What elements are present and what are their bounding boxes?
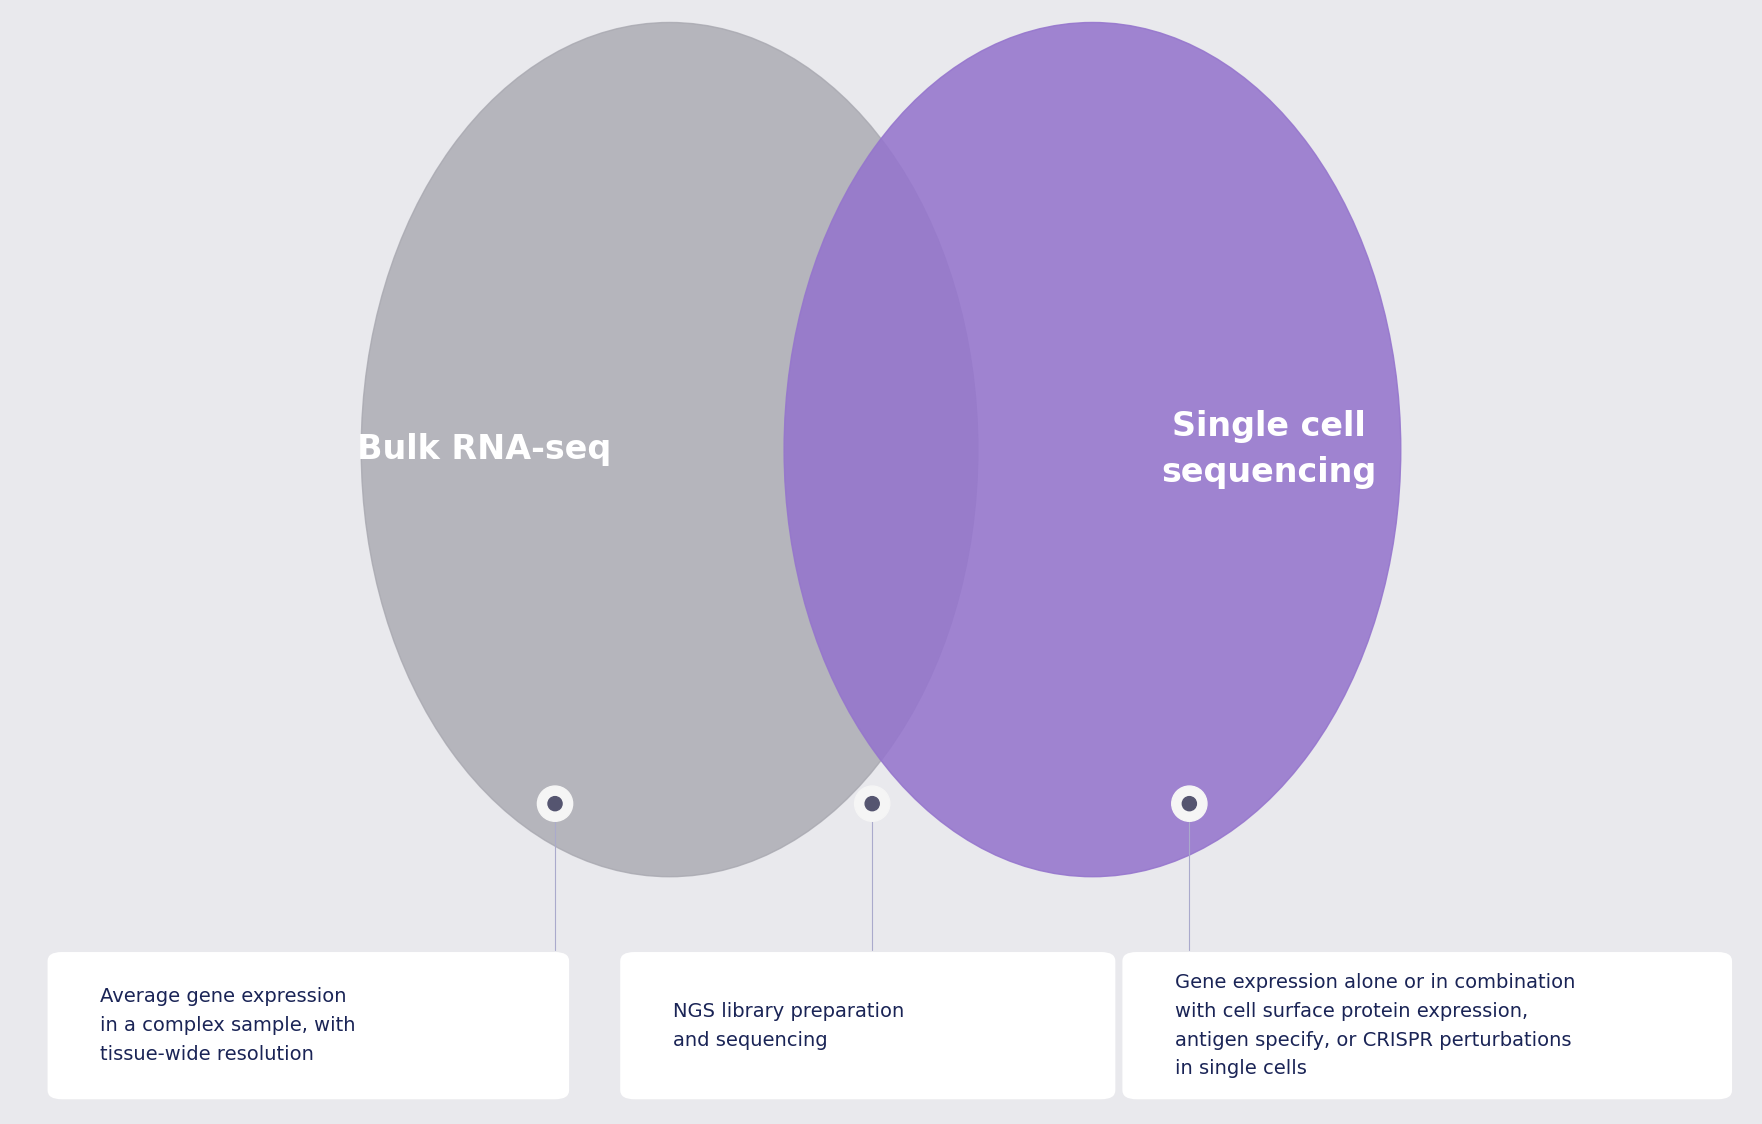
Text: Bulk RNA-seq: Bulk RNA-seq	[358, 433, 611, 466]
Ellipse shape	[1172, 786, 1207, 822]
FancyBboxPatch shape	[1122, 952, 1732, 1099]
Ellipse shape	[865, 797, 879, 810]
Text: Single cell
sequencing: Single cell sequencing	[1161, 410, 1376, 489]
Ellipse shape	[361, 22, 978, 877]
Ellipse shape	[855, 786, 890, 822]
FancyBboxPatch shape	[48, 952, 569, 1099]
Text: Gene expression alone or in combination
with cell surface protein expression,
an: Gene expression alone or in combination …	[1175, 973, 1575, 1078]
Ellipse shape	[537, 786, 573, 822]
Ellipse shape	[548, 797, 562, 810]
Text: Average gene expression
in a complex sample, with
tissue-wide resolution: Average gene expression in a complex sam…	[100, 987, 356, 1064]
FancyBboxPatch shape	[620, 952, 1115, 1099]
Ellipse shape	[784, 22, 1401, 877]
Ellipse shape	[1182, 797, 1196, 810]
Text: NGS library preparation
and sequencing: NGS library preparation and sequencing	[673, 1001, 904, 1050]
